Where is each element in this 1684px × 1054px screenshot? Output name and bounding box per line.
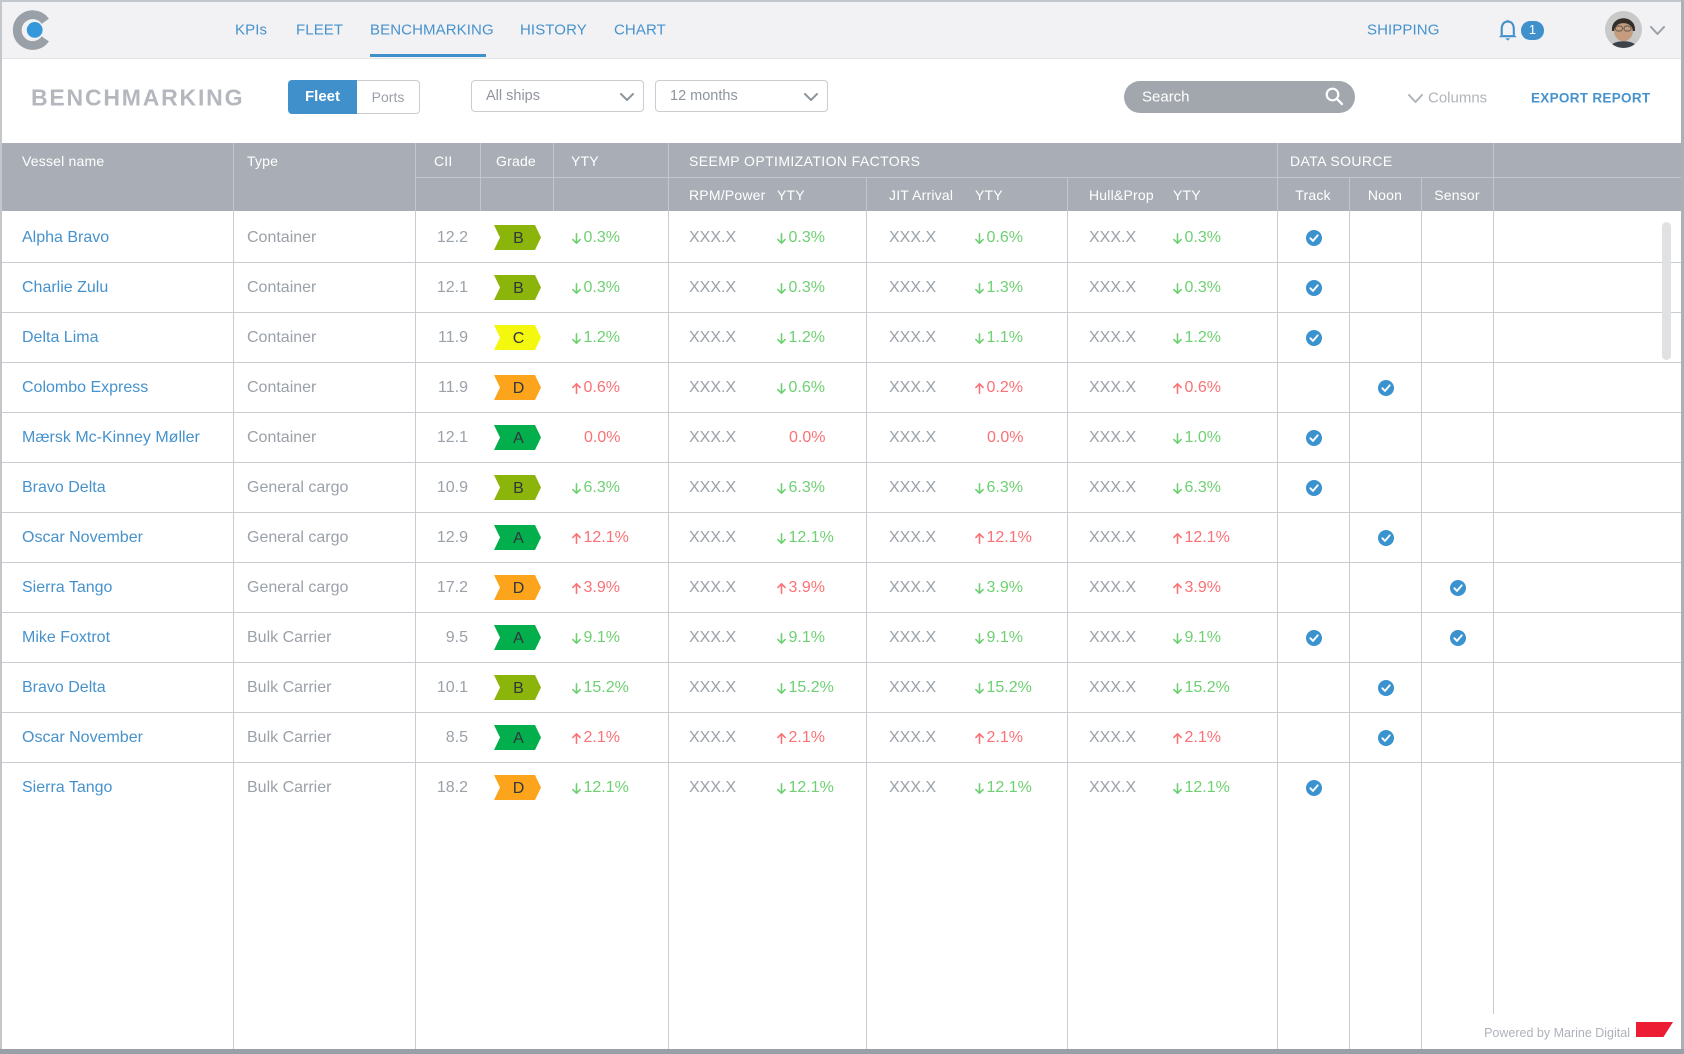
svg-text:D: D — [513, 780, 525, 797]
svg-text:D: D — [513, 380, 525, 397]
svg-text:B: B — [513, 680, 524, 697]
svg-text:C: C — [513, 330, 525, 347]
svg-text:A: A — [513, 530, 524, 547]
svg-text:A: A — [513, 430, 524, 447]
svg-text:B: B — [513, 230, 524, 247]
svg-text:A: A — [513, 730, 524, 747]
svg-text:B: B — [513, 480, 524, 497]
svg-text:A: A — [513, 630, 524, 647]
svg-text:B: B — [513, 280, 524, 297]
svg-text:D: D — [513, 580, 525, 597]
